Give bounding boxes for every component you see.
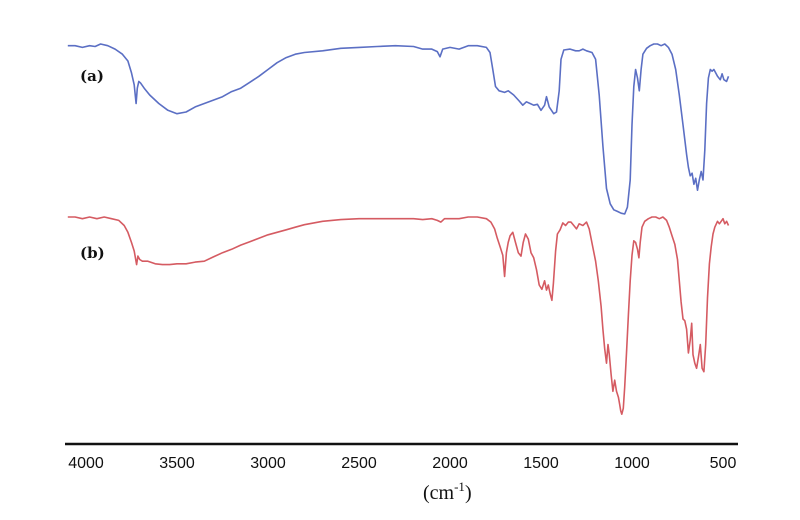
x-tick-label-3500: 3500 [159,455,195,472]
x-tick-label-1500: 1500 [523,455,559,472]
x-tick-label-3000: 3000 [250,455,286,472]
spectra-group [67,43,730,415]
x-tick-labels: 4000 3500 3000 2500 2000 1500 1000 500 [68,455,736,472]
x-axis-title-close: ) [465,482,472,504]
x-tick-label-4000: 4000 [68,455,104,472]
series-line-b [67,216,730,415]
series-line-a [67,43,730,215]
x-axis-title: (cm-1) [423,479,472,504]
x-tick-label-500: 500 [710,455,737,472]
x-axis-title-base: (cm [423,482,455,504]
x-tick-label-1000: 1000 [614,455,650,472]
x-tick-label-2000: 2000 [432,455,468,472]
x-tick-label-2500: 2500 [341,455,377,472]
x-axis-title-superscript: -1 [454,479,465,494]
series-label-a: (a) [80,67,104,85]
series-label-b: (b) [80,244,105,262]
